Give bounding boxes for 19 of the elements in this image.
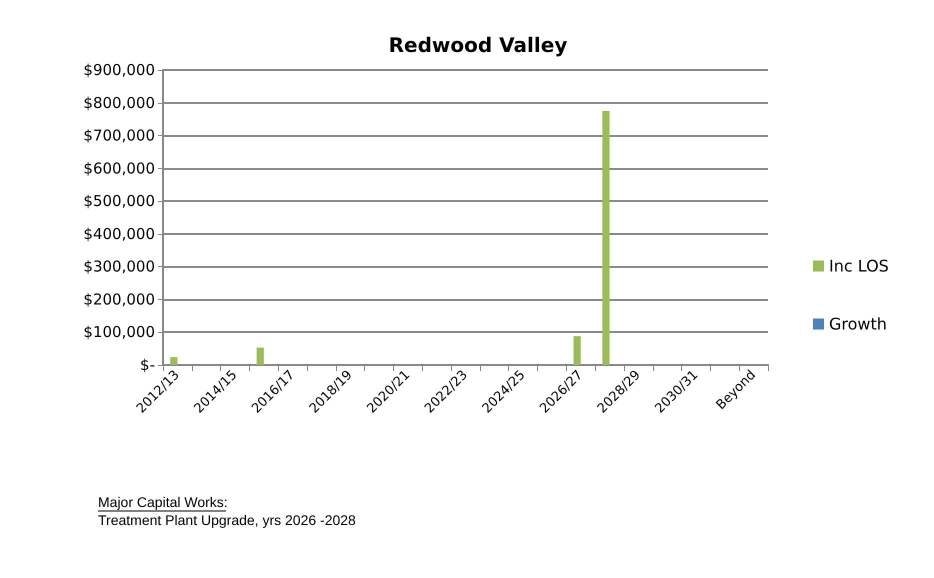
y-tick-label: $900,000: [83, 61, 155, 79]
bar: [574, 336, 581, 365]
bar: [602, 110, 610, 365]
y-tick-label: $400,000: [83, 224, 155, 243]
y-tick-label: $600,000: [83, 159, 155, 178]
legend-label: Inc LOS: [829, 256, 889, 276]
text: Treatment Plant Upgrade, yrs 2026 -2028: [98, 512, 356, 528]
legend-label: Growth: [829, 314, 887, 334]
bar: [256, 348, 264, 365]
text: Major Capital Works:: [98, 494, 228, 510]
chart-title: Redwood Valley: [388, 33, 568, 57]
y-tick-label: $700,000: [83, 126, 155, 145]
y-tick-label: $300,000: [83, 258, 155, 276]
y-tick-label: $-: [140, 356, 155, 374]
y-tick-label: $100,000: [83, 323, 155, 342]
bar: [170, 357, 178, 365]
y-tick-label: $200,000: [83, 290, 155, 308]
y-tick-label: $500,000: [83, 192, 155, 210]
y-tick-label: $800,000: [83, 94, 155, 112]
